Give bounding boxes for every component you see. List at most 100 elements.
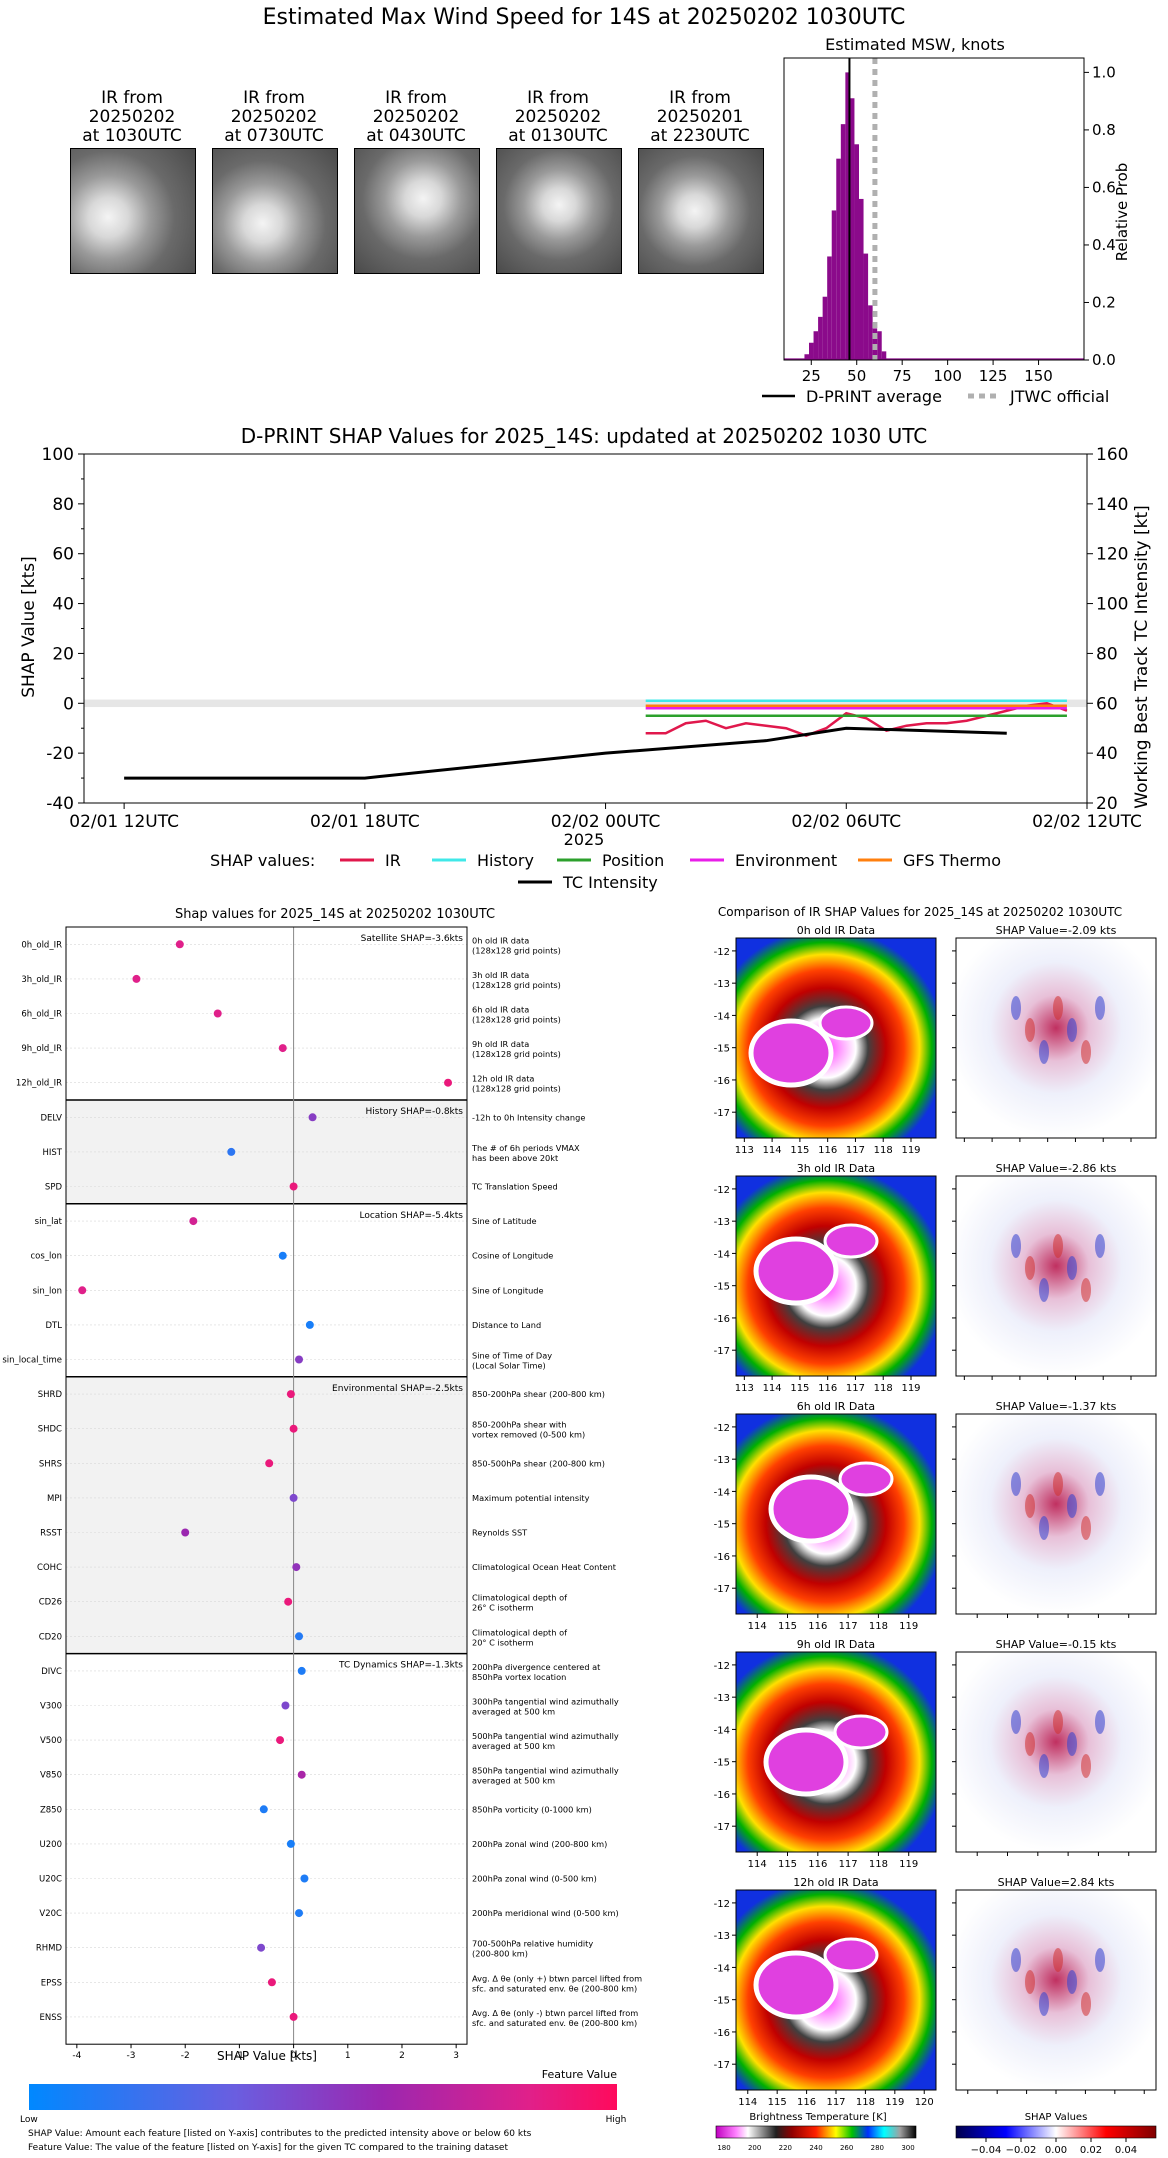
ir-cold-core [753,1950,839,2020]
ir-frame [735,1651,937,1853]
legend-label: IR [385,851,401,870]
ir-xtick-label: 119 [901,1383,920,1394]
ir-satellite-thumbnail [354,148,480,274]
feature-xtick-label: 0 [291,2051,297,2061]
group-shading [66,1376,467,1654]
ir-xtick-label: 115 [778,1621,797,1632]
ytick-label: 100 [42,445,74,465]
feature-name: COHC [37,1563,62,1573]
histogram-frame [783,57,1085,361]
msw-histogram: Estimated MSW, knots 25 50 75 100 125 150 0.0 0… [762,35,1131,406]
shap-panel-title: SHAP Value=-2.09 kts [996,924,1117,937]
feature-desc: 200hPa divergence centered at [472,1662,601,1672]
ir-comparison-title: Comparison of IR SHAP Values for 2025_14… [718,905,1122,919]
histogram-bars [784,58,1084,361]
histogram-bar [877,331,882,360]
legend-jtwc-label: JTWC official [1009,387,1109,406]
ir-colorbar-tick: 280 [871,2144,884,2152]
feature-desc: 6h old IR data [472,1005,529,1015]
ir-xtick-label: 118 [869,1621,888,1632]
feature-plot-title: Shap values for 2025_14S at 20250202 103… [175,907,495,922]
timeseries-ylabel: SHAP Value [kts] [19,556,39,698]
histogram-bar [836,158,841,360]
ir-xtick-label: 120 [915,2097,934,2108]
shap-feature-blob [1095,996,1105,1020]
feature-desc: Sine of Longitude [472,1285,544,1295]
xtick-label: 02/02 12UTC [1032,812,1142,832]
timeseries-legend: SHAP values: IR History Position Environment… [210,851,1001,892]
feature-xtick-label: 1 [345,2051,351,2061]
ytick-right-label: 80 [1096,644,1118,664]
group-label: History SHAP=-0.8kts [366,1107,464,1117]
thumbnail-caption-line: at 0430UTC [366,126,466,146]
ir-colorbar-title: Brightness Temperature [K] [749,2112,886,2123]
feature-desc: averaged at 500 km [472,1707,555,1717]
ir-ytick-label: -14 [714,1249,730,1260]
timeseries-title: D-PRINT SHAP Values for 2025_14S: update… [241,424,928,448]
ytick-label: 40 [52,595,74,615]
thumbnail-caption: IR from 20250202 at 0130UTC [483,89,633,146]
ir-xtick-label: 118 [869,1859,888,1870]
shap-colorbar-ticks: −0.04 −0.02 0.00 0.02 0.04 [971,2138,1137,2156]
legend-label: Position [602,851,664,870]
feature-dot [227,1147,236,1156]
histogram-bar [822,296,828,360]
ir-panel-title: 12h old IR Data [793,1876,878,1889]
shap-feature-blob [1039,1278,1049,1302]
feature-desc: 200hPa zonal wind (200-800 km) [472,1839,607,1849]
feature-name: ENSS [39,2013,62,2023]
ir-xtick-label: 116 [818,1383,837,1394]
ir-ytick-label: -12 [714,1899,730,1910]
ir-panel-title: 6h old IR Data [797,1400,875,1413]
thumbnail-caption-line: IR from [527,88,589,108]
shap-feature-blob [1039,1040,1049,1064]
ir-xtick-label: 115 [790,1145,809,1156]
ir-cold-core [763,1727,849,1797]
feature-dot [189,1217,198,1226]
ytick-right-label: 120 [1096,545,1128,565]
feature-desc: averaged at 500 km [472,1741,555,1751]
ir-ytick-label: -14 [714,1487,730,1498]
feature-name: MPI [47,1494,62,1504]
histogram-xtick-label: 100 [933,367,962,385]
feature-dot [292,1563,301,1572]
feature-desc: 12h old IR data [472,1074,534,1084]
feature-desc: Cosine of Longitude [472,1251,553,1261]
ir-xtick-label: 118 [874,1383,893,1394]
feature-dot [297,1770,306,1779]
ir-ytick-label: -15 [714,1996,730,2007]
thumbnail-caption-line: 20250202 [372,107,460,127]
ir-ytick-label: -17 [714,2060,730,2071]
histogram-bar [868,305,873,360]
histogram-xtick-label: 75 [893,367,912,385]
shap-colorbar-tick: 0.04 [1115,2145,1137,2156]
ir-xtick-label: 114 [763,1383,782,1394]
histogram-ytick-label: 0.4 [1092,236,1116,254]
shap-image [956,1890,1156,2090]
feature-desc: 850-200hPa shear (200-800 km) [472,1389,605,1399]
ir-ytick-label: -16 [714,1552,730,1563]
feature-plot-xlabel: SHAP Value [kts] [217,2049,317,2063]
histogram-bar [849,98,855,361]
feature-dot [286,1839,295,1848]
shap-image [956,938,1156,1138]
ir-ytick-label: -14 [714,1011,730,1022]
shap-feature-blob [1011,1234,1021,1258]
feature-desc: Reynolds SST [472,1528,528,1538]
thumbnail-caption-line: at 0130UTC [508,126,608,146]
feature-dot [444,1078,453,1087]
feature-desc: Distance to Land [472,1320,541,1330]
histogram-xtick-label: 150 [1024,367,1053,385]
feature-dot [289,1182,298,1191]
ir-xtick-label: 117 [826,2097,845,2108]
feature-dot [300,1874,309,1883]
feature-colorbar [29,2084,617,2110]
shap-colorbar-tick: −0.02 [1006,2145,1037,2156]
ir-colorbar-tick: 240 [809,2144,822,2152]
shap-panel-title: SHAP Value=-1.37 kts [996,1400,1117,1413]
ir-satellite-thumbnail [212,148,338,274]
shap-panel-title: SHAP Value=-0.15 kts [996,1638,1117,1651]
feature-name: SHDC [38,1425,62,1435]
timeseries-plot: -40 -20 0 20 40 60 80 100 20 40 60 80 100 120 140 160 02… [42,445,1142,832]
ir-colorbar-tick: 200 [748,2144,761,2152]
